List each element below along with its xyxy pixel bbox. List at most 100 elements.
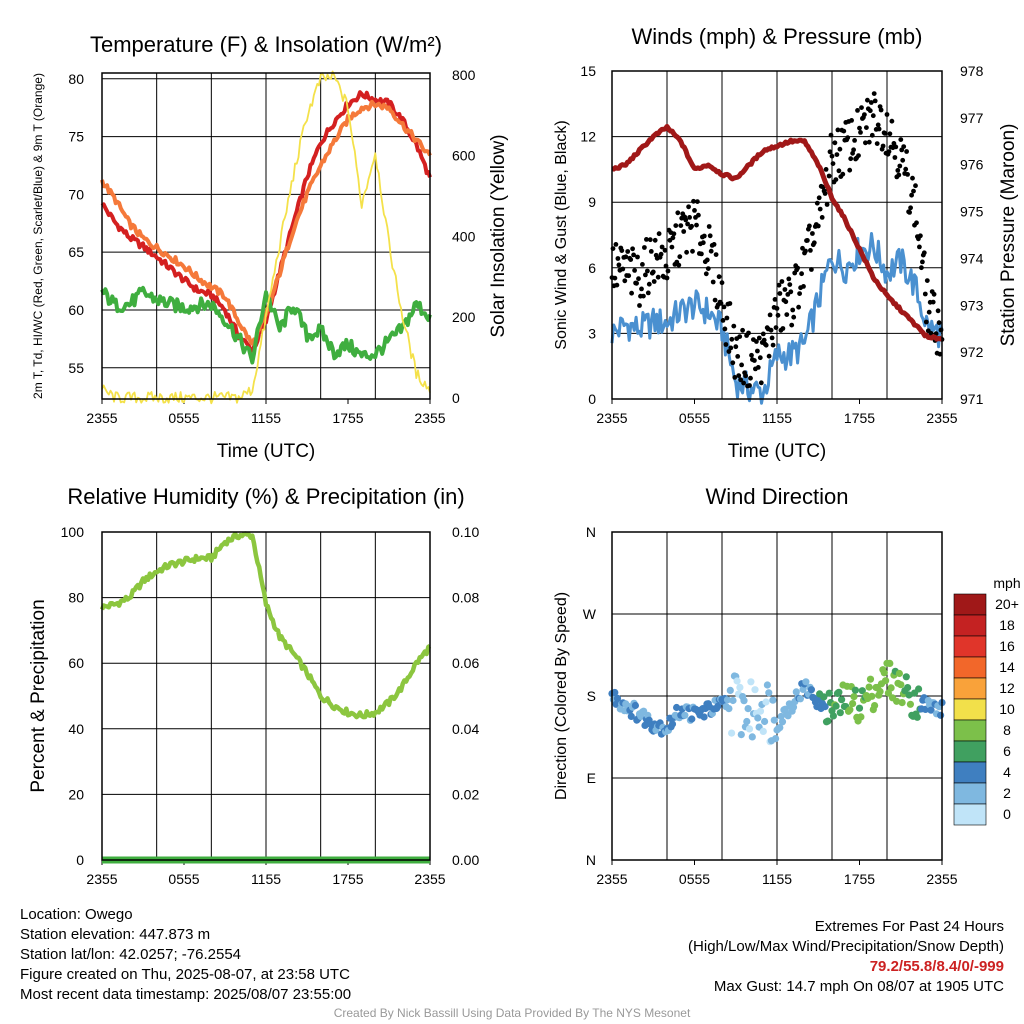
direction-point	[723, 696, 732, 704]
direction-point	[789, 703, 798, 711]
gust-point	[893, 144, 899, 150]
gust-point	[691, 198, 696, 204]
y-tick-label-right: 200	[452, 309, 476, 325]
gust-point	[707, 233, 713, 239]
elevation-text: Station elevation: 447.873 m	[20, 926, 211, 943]
gust-point	[917, 244, 922, 250]
gust-point	[663, 263, 669, 269]
gust-point	[896, 172, 902, 178]
x-tick-label: 2355	[414, 410, 445, 426]
gust-point	[655, 274, 661, 280]
direction-point	[751, 686, 759, 694]
y-tick-label-left: 60	[68, 302, 84, 318]
gust-point	[736, 373, 742, 378]
gust-point	[723, 342, 729, 347]
y-tick-label-right: 971	[960, 391, 984, 407]
gust-point	[700, 240, 706, 246]
gust-point	[775, 312, 781, 318]
direction-point	[688, 715, 696, 723]
y-axis-label-left: Sonic Wind & Gust (Blue, Black)	[553, 120, 570, 349]
x-tick-label: 1155	[251, 871, 281, 887]
panel-2: Winds (mph) & Pressure (mb) 2355 0555 1155 1…	[553, 24, 1019, 462]
gust-point	[889, 118, 895, 124]
direction-point	[897, 681, 905, 689]
gust-point	[845, 135, 851, 141]
gust-point	[777, 291, 783, 296]
gust-point	[755, 348, 760, 354]
gust-point	[937, 351, 943, 357]
direction-point	[611, 688, 619, 697]
y-tick-label-right: 0.02	[452, 786, 479, 802]
gust-point	[790, 307, 796, 313]
y-axis-label-right: Solar Insolation (Yellow)	[488, 134, 509, 337]
direction-point	[761, 717, 769, 726]
legend-swatch	[953, 677, 987, 700]
x-tick-label: 1755	[844, 410, 875, 426]
gust-point	[645, 290, 651, 296]
gust-point	[755, 365, 761, 370]
y-tick-label-left: 60	[68, 655, 84, 671]
gust-point	[830, 161, 836, 167]
gust-point	[801, 284, 806, 289]
chart-title: Relative Humidity (%) & Precipitation (i…	[67, 484, 464, 509]
chart-title: Winds (mph) & Pressure (mb)	[632, 24, 923, 49]
direction-point	[836, 709, 844, 717]
y-axis-label-right: Station Pressure (Maroon)	[998, 124, 1019, 347]
y-tick-label-left: 3	[588, 325, 596, 341]
gust-point	[852, 138, 857, 143]
gust-point	[623, 254, 629, 260]
direction-point	[887, 684, 895, 692]
legend-label: 8	[1003, 722, 1011, 738]
credit-text: Created By Nick Bassill Using Data Provi…	[333, 1006, 691, 1020]
direction-point	[851, 686, 860, 694]
gust-point	[787, 282, 793, 287]
gust-point	[669, 244, 675, 250]
x-tick-label: 1155	[762, 410, 792, 426]
gust-point	[836, 168, 842, 174]
legend-label: 10	[999, 701, 1015, 717]
gust-point	[803, 248, 808, 254]
plot-border	[611, 531, 943, 861]
gust-point	[809, 267, 814, 272]
gust-point	[780, 326, 786, 331]
gust-point	[817, 206, 823, 212]
legend-swatch	[953, 761, 987, 784]
direction-point	[865, 683, 873, 691]
gust-point	[770, 342, 776, 348]
gust-point	[841, 128, 847, 134]
gust-point	[919, 265, 924, 271]
speed-legend: mph 20+ 18 16 14 12 10 8 6 4 2 0	[953, 575, 1021, 826]
gust-point	[865, 97, 870, 103]
y-axis-label-left: 2m T, Td, HI/WC (Red, Green, Scarlet/Blu…	[31, 73, 45, 399]
gust-point	[754, 339, 759, 344]
y-axis-label-left: Direction (Colored By Speed)	[553, 592, 570, 800]
x-tick-label: 2355	[926, 410, 957, 426]
gust-point	[647, 237, 653, 243]
direction-point	[627, 712, 635, 721]
direction-point	[778, 718, 787, 726]
y-tick-label-left: 70	[68, 186, 84, 202]
gust-point	[807, 223, 812, 229]
gust-point	[849, 118, 854, 123]
legend-label: 12	[999, 680, 1015, 696]
panel-3: Relative Humidity (%) & Precipitation (i…	[28, 484, 479, 887]
y-tick-label: N	[586, 852, 596, 868]
gust-point	[808, 248, 813, 253]
gust-point	[689, 223, 694, 229]
direction-point	[673, 703, 681, 712]
direction-point	[748, 733, 756, 741]
gust-point	[863, 140, 868, 146]
legend-label: 0	[1003, 806, 1011, 822]
gust-point	[692, 208, 697, 213]
gust-point	[897, 163, 903, 169]
gust-point	[760, 331, 766, 337]
series-line-sonic-wind	[610, 232, 944, 405]
location-text: Location: Owego	[20, 906, 133, 923]
gust-point	[727, 301, 733, 306]
gust-point	[678, 223, 684, 229]
gust-point	[904, 149, 909, 154]
y-tick-label-left: 12	[580, 129, 596, 145]
gust-point	[776, 282, 782, 288]
gust-point	[923, 319, 929, 325]
gust-point	[924, 278, 930, 283]
